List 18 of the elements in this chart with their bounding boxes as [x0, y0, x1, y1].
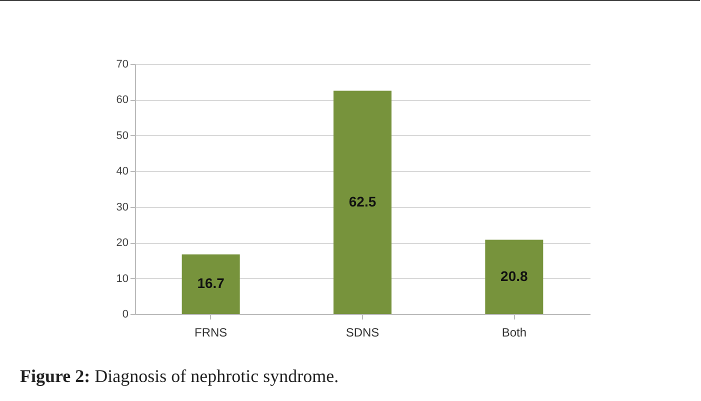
data-label: 62.5 — [348, 193, 376, 210]
x-tick-label: FRNS — [194, 326, 228, 340]
bar — [485, 240, 544, 314]
bar — [182, 254, 240, 314]
y-tick-label: 20 — [116, 237, 128, 250]
y-tick-label: 50 — [116, 130, 128, 142]
y-tick-label: 0 — [122, 308, 128, 320]
data-label: 16.7 — [197, 275, 225, 292]
bar — [334, 90, 392, 314]
y-tick-label: 30 — [116, 201, 128, 214]
x-tick-label: Both — [502, 326, 527, 340]
data-label: 20.8 — [500, 268, 528, 284]
y-tick-label: 70 — [116, 58, 128, 70]
y-tick-label: 40 — [116, 166, 128, 178]
caption: Figure 2: Diagnosis of nephrotic syndrome. — [20, 366, 339, 387]
y-tick-label: 10 — [116, 272, 128, 285]
x-tick-label: SDNS — [346, 326, 380, 340]
y-tick-label: 60 — [116, 94, 128, 106]
